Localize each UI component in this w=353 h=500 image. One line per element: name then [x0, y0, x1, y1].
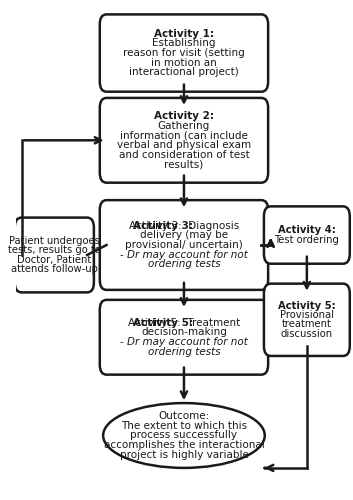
FancyBboxPatch shape [264, 284, 350, 356]
Text: Activity 5:: Activity 5: [278, 301, 336, 311]
Text: ordering tests: ordering tests [148, 346, 220, 356]
Text: accomplishes the interactional: accomplishes the interactional [103, 440, 264, 450]
Text: - Dr may account for not: - Dr may account for not [120, 337, 248, 347]
Text: delivery (may be: delivery (may be [140, 230, 228, 240]
Text: and consideration of test: and consideration of test [119, 150, 249, 160]
Text: Test ordering: Test ordering [274, 234, 339, 244]
Text: reason for visit (setting: reason for visit (setting [123, 48, 245, 58]
Text: interactional project): interactional project) [129, 67, 239, 77]
Text: Activity 2:: Activity 2: [154, 112, 214, 122]
Ellipse shape [103, 403, 265, 468]
Text: - Dr may account for not: - Dr may account for not [120, 250, 248, 260]
Text: results): results) [164, 159, 204, 169]
Text: tests, results go to: tests, results go to [8, 246, 101, 256]
Text: project is highly variable: project is highly variable [120, 450, 249, 460]
Text: Outcome:: Outcome: [158, 412, 210, 422]
Text: Provisional: Provisional [280, 310, 334, 320]
FancyBboxPatch shape [100, 200, 268, 290]
FancyBboxPatch shape [15, 218, 94, 292]
Text: Activity 1:: Activity 1: [154, 29, 214, 39]
Text: verbal and physical exam: verbal and physical exam [117, 140, 251, 150]
Text: Establishing: Establishing [152, 38, 216, 48]
Text: Gathering: Gathering [158, 121, 210, 131]
Text: ordering tests: ordering tests [148, 259, 220, 269]
Text: Activity 3:: Activity 3: [133, 221, 193, 231]
Text: provisional/ uncertain): provisional/ uncertain) [125, 240, 243, 250]
Text: The extent to which this: The extent to which this [121, 421, 247, 431]
Text: Doctor, Patient: Doctor, Patient [17, 254, 91, 264]
Text: Activity 5:: Activity 5: [133, 318, 193, 328]
Text: in motion an: in motion an [151, 58, 217, 68]
Text: Patient undergoes: Patient undergoes [9, 236, 100, 246]
Text: process successfully: process successfully [131, 430, 238, 440]
Text: Activity 4:: Activity 4: [278, 226, 336, 235]
Text: discussion: discussion [281, 328, 333, 338]
Text: information (can include: information (can include [120, 130, 248, 140]
Text: treatment: treatment [282, 320, 332, 330]
FancyBboxPatch shape [100, 14, 268, 92]
Text: Activity 5:  Treatment: Activity 5: Treatment [128, 318, 240, 328]
Text: attends follow-up: attends follow-up [11, 264, 98, 274]
FancyBboxPatch shape [100, 300, 268, 374]
Text: Activity 3:  Diagnosis: Activity 3: Diagnosis [129, 221, 239, 231]
FancyBboxPatch shape [100, 98, 268, 182]
Text: decision-making: decision-making [141, 328, 227, 338]
FancyBboxPatch shape [264, 206, 350, 264]
